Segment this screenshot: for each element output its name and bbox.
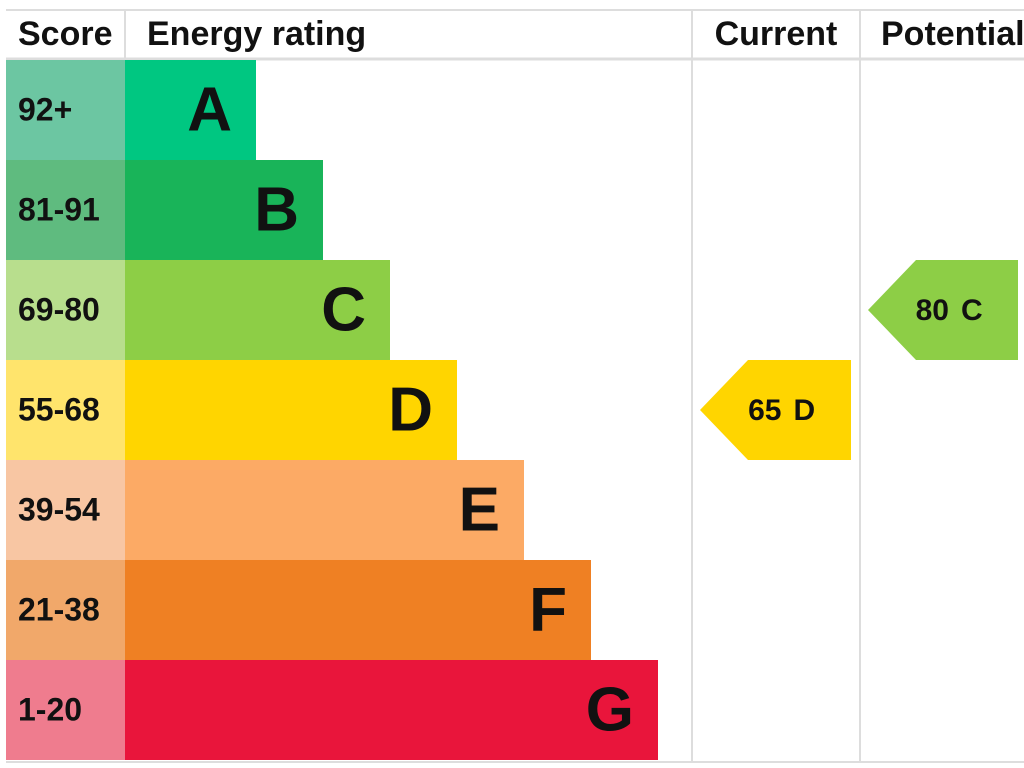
band-letter: G [586, 675, 634, 744]
band-score: 39-54 [18, 491, 100, 527]
score-cell [6, 160, 125, 260]
band-score: 69-80 [18, 291, 100, 327]
band-letter: F [529, 575, 567, 644]
potential-arrow [868, 260, 1018, 360]
band-letter: B [254, 175, 299, 244]
header-rating: Energy rating [147, 15, 366, 53]
band-score: 81-91 [18, 191, 100, 227]
band-bar [125, 660, 658, 760]
header-potential: Potential [881, 15, 1024, 53]
band-score: 92+ [18, 91, 72, 127]
potential-score: 80 [916, 294, 949, 327]
header-current: Current [715, 15, 838, 53]
band-letter: A [187, 75, 232, 144]
potential-letter: C [961, 294, 983, 327]
band-bar [125, 60, 256, 160]
band-score: 1-20 [18, 691, 82, 727]
band-bar [125, 360, 457, 460]
band-bar [125, 160, 323, 260]
band-letter: D [388, 375, 433, 444]
score-cell [6, 560, 125, 660]
score-cell [6, 60, 125, 160]
band-bar [125, 260, 390, 360]
band-score: 21-38 [18, 591, 100, 627]
band-bar [125, 560, 591, 660]
band-letter: C [321, 275, 366, 344]
current-score: 65 [748, 394, 781, 427]
score-cell [6, 660, 125, 760]
band-bar [125, 460, 524, 560]
band-letter: E [459, 475, 500, 544]
current-letter: D [794, 394, 816, 427]
band-score: 55-68 [18, 391, 100, 427]
score-cell [6, 260, 125, 360]
current-arrow [700, 360, 851, 460]
score-cell [6, 360, 125, 460]
score-cell [6, 460, 125, 560]
header-score: Score [18, 15, 113, 53]
